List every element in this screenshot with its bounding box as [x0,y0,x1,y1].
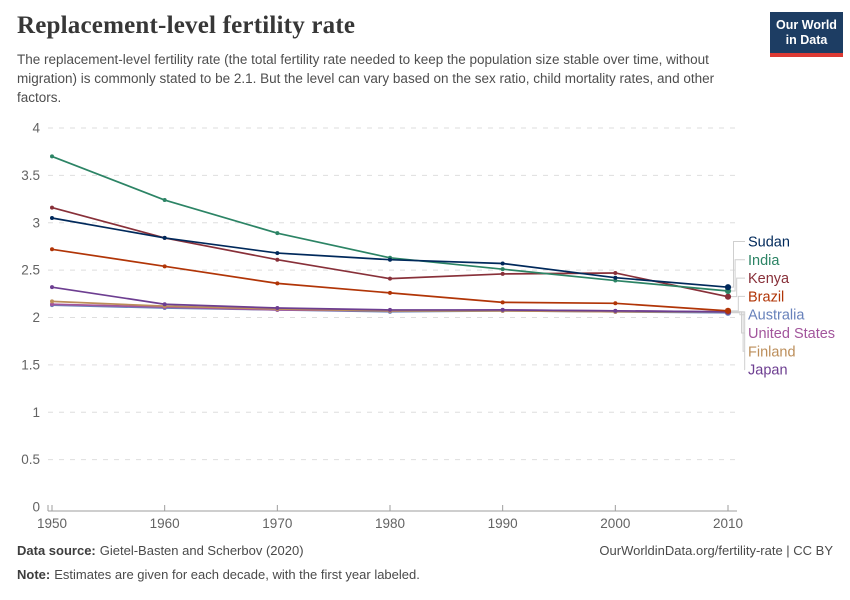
legend-connector-sudan [731,241,745,288]
data-point-sudan [724,284,732,291]
data-point-india [50,154,54,159]
y-tick-label: 4 [32,121,40,136]
y-tick-label: 1 [32,405,40,420]
data-point-sudan [162,235,167,240]
legend-label-australia[interactable]: Australia [748,308,805,324]
x-tick-label: 1970 [262,516,292,531]
data-point-sudan [275,251,280,256]
data-point-brazil [388,290,392,295]
data-point-india [613,278,618,283]
y-tick-label: 2.5 [21,263,40,278]
data-point-india [275,231,280,236]
data-point-india [500,267,505,272]
data-point-kenya [500,271,505,276]
data-point-kenya [613,270,618,275]
data-point-brazil [162,264,167,269]
y-tick-label: 2 [32,310,40,325]
data-point-brazil [275,281,280,286]
x-tick-label: 1960 [150,516,180,531]
legend-label-brazil[interactable]: Brazil [748,289,784,305]
data-source: Data source: Gietel-Basten and Scherbov (… [17,543,304,558]
note-value: Estimates are given for each decade, wit… [54,567,420,582]
legend-connector-australia [731,312,745,316]
data-point-kenya [724,293,732,300]
x-tick-label: 2010 [713,516,743,531]
note-label: Note: [17,567,51,582]
data-point-japan [613,308,618,313]
x-tick-label: 1980 [375,516,405,531]
owid-logo-line1: Our World [776,17,837,32]
chart-title: Replacement-level fertility rate [17,12,356,39]
legend-label-united-states[interactable]: United States [748,326,835,342]
data-source-value: Gietel-Basten and Scherbov (2020) [99,543,304,558]
data-point-finland [50,299,54,304]
legend-connector-india [731,259,745,292]
legend-connector-brazil [731,295,745,312]
data-point-kenya [388,276,392,281]
data-point-japan [162,302,167,307]
legend-label-japan[interactable]: Japan [748,363,788,379]
owid-logo-line2: in Data [785,32,828,47]
data-point-sudan [500,261,505,266]
x-tick-label: 2000 [600,516,630,531]
y-tick-label: 3 [32,215,40,230]
data-point-brazil [613,301,618,306]
data-point-japan [500,307,505,312]
series-line-india[interactable] [51,155,729,292]
x-tick-label: 1950 [37,516,67,531]
y-tick-label: 1.5 [21,357,40,372]
data-point-kenya [275,257,280,262]
chart-note: Note: Estimates are given for each decade… [17,567,420,582]
legend-connector-kenya [731,277,745,298]
data-point-japan [50,285,54,290]
data-point-kenya [50,205,54,210]
legend-label-finland[interactable]: Finland [748,344,796,360]
data-point-brazil [724,307,732,314]
data-point-japan [275,306,280,311]
data-point-japan [388,307,392,312]
citation-link-text[interactable]: OurWorldinData.org/fertility-rate | CC B… [599,543,833,558]
legend-connector-japan [731,311,746,371]
data-source-label: Data source: [17,543,96,558]
data-point-sudan [613,275,618,280]
y-tick-label: 0.5 [21,452,40,467]
data-point-united-states [50,302,54,307]
citation-link[interactable]: OurWorldinData.org/fertility-rate | CC B… [599,543,833,558]
series-line-kenya[interactable] [51,206,729,298]
data-point-sudan [50,216,54,221]
data-point-india [162,198,167,203]
x-tick-label: 1990 [488,516,518,531]
y-tick-label: 3.5 [21,168,40,183]
data-point-brazil [500,300,505,305]
legend-label-sudan[interactable]: Sudan [748,235,790,251]
legend-label-india[interactable]: India [748,253,780,269]
chart-subtitle: The replacement-level fertility rate (th… [17,52,715,105]
data-point-brazil [50,247,54,252]
y-tick-label: 0 [32,500,40,515]
owid-logo: Our World in Data [770,12,843,57]
legend-label-kenya[interactable]: Kenya [748,271,790,287]
data-point-sudan [388,257,392,262]
